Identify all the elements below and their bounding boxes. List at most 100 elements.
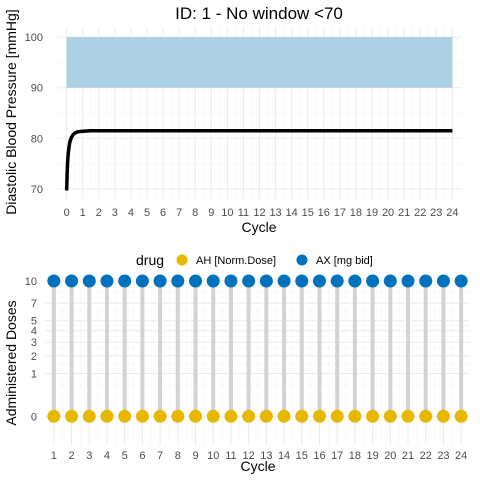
ax-dose-point xyxy=(224,274,238,288)
bottom-y-tick-label: 3 xyxy=(31,337,37,349)
ah-dose-point xyxy=(206,409,220,423)
top-x-tick-label: 8 xyxy=(192,207,198,219)
top-y-tick-label: 70 xyxy=(31,184,43,196)
ah-dose-point xyxy=(436,409,450,423)
bottom-x-tick-label: 9 xyxy=(192,450,198,462)
ah-dose-point xyxy=(100,409,114,423)
bottom-y-tick-label: 5 xyxy=(31,316,37,328)
bottom-y-tick-label: 0 xyxy=(31,411,37,423)
top-x-tick-label: 14 xyxy=(286,207,298,219)
bottom-chart-xlabel: Cycle xyxy=(240,458,275,474)
bottom-x-tick-label: 18 xyxy=(349,450,361,462)
top-x-tick-label: 1 xyxy=(80,207,86,219)
bottom-x-tick-label: 11 xyxy=(225,450,236,462)
ax-dose-point xyxy=(153,274,167,288)
top-x-tick-label: 20 xyxy=(382,207,394,219)
ah-dose-point xyxy=(419,409,433,423)
bottom-y-tick-label: 4 xyxy=(31,326,37,338)
top-x-tick-label: 21 xyxy=(398,207,410,219)
bottom-x-tick-label: 20 xyxy=(384,450,396,462)
bottom-x-tick-label: 15 xyxy=(296,450,308,462)
ax-dose-point xyxy=(312,274,326,288)
bottom-x-tick-label: 23 xyxy=(437,450,449,462)
top-y-tick-label: 90 xyxy=(31,83,43,95)
ax-dose-point xyxy=(206,274,220,288)
top-x-tick-label: 17 xyxy=(334,207,346,219)
top-x-tick-label: 11 xyxy=(238,207,249,219)
bottom-x-tick-label: 21 xyxy=(402,450,414,462)
bottom-chart-ylabel: Administered Doses xyxy=(3,300,19,425)
ah-dose-point xyxy=(118,409,132,423)
ax-dose-point xyxy=(135,274,149,288)
ah-dose-point xyxy=(401,409,415,423)
bottom-y-tick-label: 10 xyxy=(25,276,37,288)
ax-dose-point xyxy=(295,274,309,288)
drug-legend: drug AH [Norm.Dose] AX [mg bid] xyxy=(136,252,373,268)
ah-dose-point xyxy=(330,409,344,423)
top-x-tick-label: 5 xyxy=(144,207,150,219)
top-x-tick-label: 19 xyxy=(366,207,378,219)
ah-dose-point xyxy=(171,409,185,423)
ax-dose-point xyxy=(82,274,96,288)
legend-key-marker xyxy=(296,254,308,266)
ax-dose-point xyxy=(330,274,344,288)
ax-dose-point xyxy=(419,274,433,288)
ax-dose-point xyxy=(189,274,203,288)
top-x-tick-label: 7 xyxy=(176,207,182,219)
bottom-x-tick-label: 24 xyxy=(455,450,467,462)
top-x-tick-label: 3 xyxy=(112,207,118,219)
bottom-x-tick-label: 7 xyxy=(157,450,163,462)
ax-dose-point xyxy=(47,274,61,288)
top-x-tick-label: 24 xyxy=(446,207,458,219)
ah-dose-point xyxy=(47,409,61,423)
bottom-x-tick-label: 2 xyxy=(69,450,75,462)
bottom-x-tick-label: 5 xyxy=(122,450,128,462)
bottom-x-tick-label: 19 xyxy=(366,450,378,462)
bottom-x-tick-label: 10 xyxy=(207,450,219,462)
bottom-x-tick-label: 17 xyxy=(331,450,343,462)
ah-dose-point xyxy=(312,409,326,423)
ah-dose-point xyxy=(135,409,149,423)
bottom-x-tick-label: 1 xyxy=(51,450,57,462)
bottom-chart-plot: 1 2 3 4 5 6 7 8 9 10 11 12 13 14 15 16 17 18 19 20 21 22 23 240… xyxy=(25,274,470,462)
ax-dose-point xyxy=(454,274,468,288)
top-x-tick-label: 16 xyxy=(318,207,330,219)
bottom-y-tick-label: 2 xyxy=(31,351,37,363)
ax-dose-point xyxy=(242,274,256,288)
dbp-series-line xyxy=(64,128,453,191)
bottom-x-tick-label: 6 xyxy=(139,450,145,462)
top-x-tick-label: 23 xyxy=(430,207,442,219)
ax-dose-point xyxy=(118,274,132,288)
ax-dose-point xyxy=(65,274,79,288)
ah-dose-point xyxy=(383,409,397,423)
bottom-x-tick-label: 22 xyxy=(420,450,432,462)
top-x-tick-label: 18 xyxy=(350,207,362,219)
ah-dose-point xyxy=(295,409,309,423)
bottom-x-tick-label: 12 xyxy=(243,450,255,462)
ax-dose-point xyxy=(436,274,450,288)
top-x-tick-label: 9 xyxy=(208,207,214,219)
bottom-y-tick-label: 1 xyxy=(31,369,37,381)
ah-dose-point xyxy=(224,409,238,423)
bottom-x-tick-label: 14 xyxy=(278,450,290,462)
legend-entry-label: AX [mg bid] xyxy=(316,255,373,267)
top-x-tick-label: 15 xyxy=(302,207,314,219)
top-chart-ylabel: Diastolic Blood Pressure [mmHg] xyxy=(3,9,19,214)
ah-dose-point xyxy=(65,409,79,423)
ax-dose-point xyxy=(100,274,114,288)
legend-title: drug xyxy=(136,252,164,268)
top-chart-title: ID: 1 - No window <70 xyxy=(175,4,343,23)
top-x-tick-label: 0 xyxy=(64,207,70,219)
top-x-tick-label: 13 xyxy=(269,207,281,219)
ax-dose-point xyxy=(383,274,397,288)
top-x-tick-label: 2 xyxy=(96,207,102,219)
bottom-x-tick-label: 8 xyxy=(175,450,181,462)
legend-entry-label: AH [Norm.Dose] xyxy=(196,255,276,267)
top-x-tick-label: 22 xyxy=(414,207,426,219)
top-y-tick-label: 80 xyxy=(31,133,43,145)
ax-dose-point xyxy=(277,274,291,288)
ax-dose-point xyxy=(366,274,380,288)
ah-dose-point xyxy=(277,409,291,423)
bottom-x-tick-label: 3 xyxy=(86,450,92,462)
